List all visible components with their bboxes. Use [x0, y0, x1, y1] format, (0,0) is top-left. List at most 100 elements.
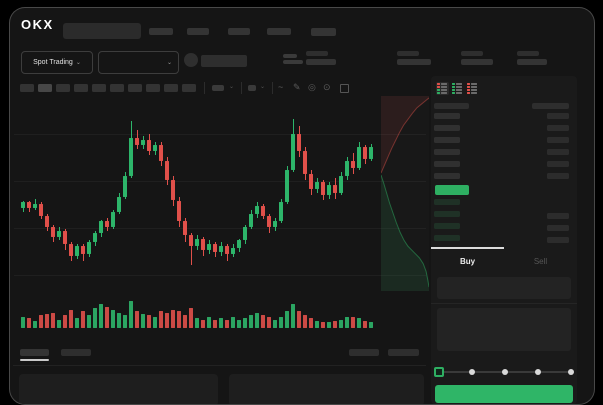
settings-icon[interactable]: ⊙ [323, 82, 331, 92]
volume-bar [27, 318, 31, 328]
candle [99, 221, 103, 233]
volume-bar [63, 315, 67, 328]
ob-header-price [434, 103, 469, 109]
timeframe-button[interactable] [128, 84, 142, 92]
candle [147, 139, 151, 152]
volume-bar [339, 319, 343, 328]
candle [225, 246, 229, 254]
tab-sell[interactable]: Sell [533, 256, 548, 266]
volume-bar [171, 309, 175, 328]
candle [345, 160, 349, 176]
bid-price-placeholder[interactable] [434, 235, 460, 241]
camera-icon[interactable]: ◎ [308, 82, 316, 92]
volume-bar [123, 315, 127, 328]
book-combined-icon[interactable] [436, 82, 449, 95]
gridline [14, 134, 426, 135]
bid-price-placeholder[interactable] [434, 211, 460, 217]
volume-bar [159, 311, 163, 328]
candle [93, 232, 97, 243]
slider-stop-75[interactable] [535, 369, 541, 375]
volume-bar [279, 316, 283, 328]
slider-stop-100[interactable] [568, 369, 574, 375]
book-asks-icon[interactable] [466, 82, 479, 95]
timeframe-button[interactable] [74, 84, 88, 92]
chart-type-button[interactable] [248, 85, 256, 91]
volume-bar [333, 321, 337, 328]
candle [75, 246, 79, 256]
slider-handle[interactable] [434, 367, 444, 377]
slider-stop-25[interactable] [469, 369, 475, 375]
indicators-button[interactable] [212, 85, 224, 91]
volume-bar [351, 316, 355, 328]
volume-bar [369, 322, 373, 328]
tab-buy[interactable]: Buy [431, 247, 504, 273]
volume-bar [267, 316, 271, 328]
bid-price-placeholder[interactable] [434, 199, 460, 205]
candle [195, 238, 199, 247]
bottom-tab-active[interactable] [20, 349, 49, 356]
pair-dropdown[interactable]: ⌄ [98, 51, 179, 74]
candle [171, 179, 175, 201]
market-type-selector[interactable]: Spot Trading ⌄ [21, 51, 93, 74]
slider-stop-50[interactable] [502, 369, 508, 375]
chevron-down-icon[interactable]: ⌄ [260, 84, 266, 90]
nav-item-placeholder[interactable] [267, 28, 291, 35]
bottom-tab[interactable] [61, 349, 91, 356]
timeframe-button[interactable] [92, 84, 106, 92]
candlestick-chart[interactable] [21, 96, 377, 286]
bottom-action-placeholder[interactable] [349, 349, 379, 356]
line-tool-icon[interactable]: ~ [278, 82, 284, 92]
volume-bar [201, 319, 205, 328]
ask-price-placeholder[interactable] [434, 137, 460, 143]
timeframe-button[interactable] [146, 84, 160, 92]
chevron-down-icon: ⌄ [166, 60, 172, 66]
volume-bars [21, 298, 381, 328]
last-price-badge[interactable] [435, 185, 469, 195]
timeframe-button[interactable] [56, 84, 70, 92]
timeframe-button[interactable] [110, 84, 124, 92]
ask-price-placeholder[interactable] [434, 125, 460, 131]
stat-value-placeholder [397, 59, 431, 65]
amount-field[interactable] [437, 308, 571, 351]
candle [207, 244, 211, 250]
volume-bar [93, 308, 97, 328]
nav-item-placeholder[interactable] [149, 28, 173, 35]
volume-bar [207, 316, 211, 328]
timeframe-button[interactable] [20, 84, 34, 92]
timeframe-button[interactable] [38, 84, 52, 92]
candle [135, 137, 139, 146]
ask-price-placeholder[interactable] [434, 173, 460, 179]
price-placeholder [283, 54, 297, 58]
book-bids-icon[interactable] [451, 82, 464, 95]
bottom-action-placeholder[interactable] [388, 349, 419, 356]
candle [159, 145, 163, 161]
stat-label-placeholder [461, 51, 483, 56]
nav-item-placeholder[interactable] [311, 28, 336, 36]
search-input[interactable] [63, 23, 141, 39]
buy-button[interactable] [435, 385, 573, 403]
app-window: OKX Spot Trading ⌄ ⌄ ⌄ ⌄ ~ ✎ ◎ ⊙ [9, 7, 595, 405]
candle [297, 134, 301, 152]
stat-label-placeholder [517, 51, 539, 56]
candle [111, 211, 115, 228]
bid-price-placeholder[interactable] [434, 223, 460, 229]
ask-price-placeholder[interactable] [434, 149, 460, 155]
nav-item-placeholder[interactable] [187, 28, 209, 35]
price-field[interactable] [437, 277, 571, 299]
ask-price-placeholder[interactable] [434, 161, 460, 167]
timeframe-button[interactable] [182, 84, 196, 92]
volume-bar [231, 316, 235, 328]
candle [183, 221, 187, 235]
candle [33, 204, 37, 209]
divider [431, 303, 577, 304]
nav-item-placeholder[interactable] [228, 28, 250, 35]
volume-bar [147, 315, 151, 328]
fullscreen-icon[interactable] [340, 84, 349, 93]
timeframe-button[interactable] [164, 84, 178, 92]
candle [291, 134, 295, 171]
ask-price-placeholder[interactable] [434, 113, 460, 119]
okx-logo[interactable]: OKX [21, 17, 54, 32]
active-tab-underline [20, 359, 49, 361]
draw-icon[interactable]: ✎ [293, 82, 301, 92]
chevron-down-icon[interactable]: ⌄ [229, 84, 235, 90]
